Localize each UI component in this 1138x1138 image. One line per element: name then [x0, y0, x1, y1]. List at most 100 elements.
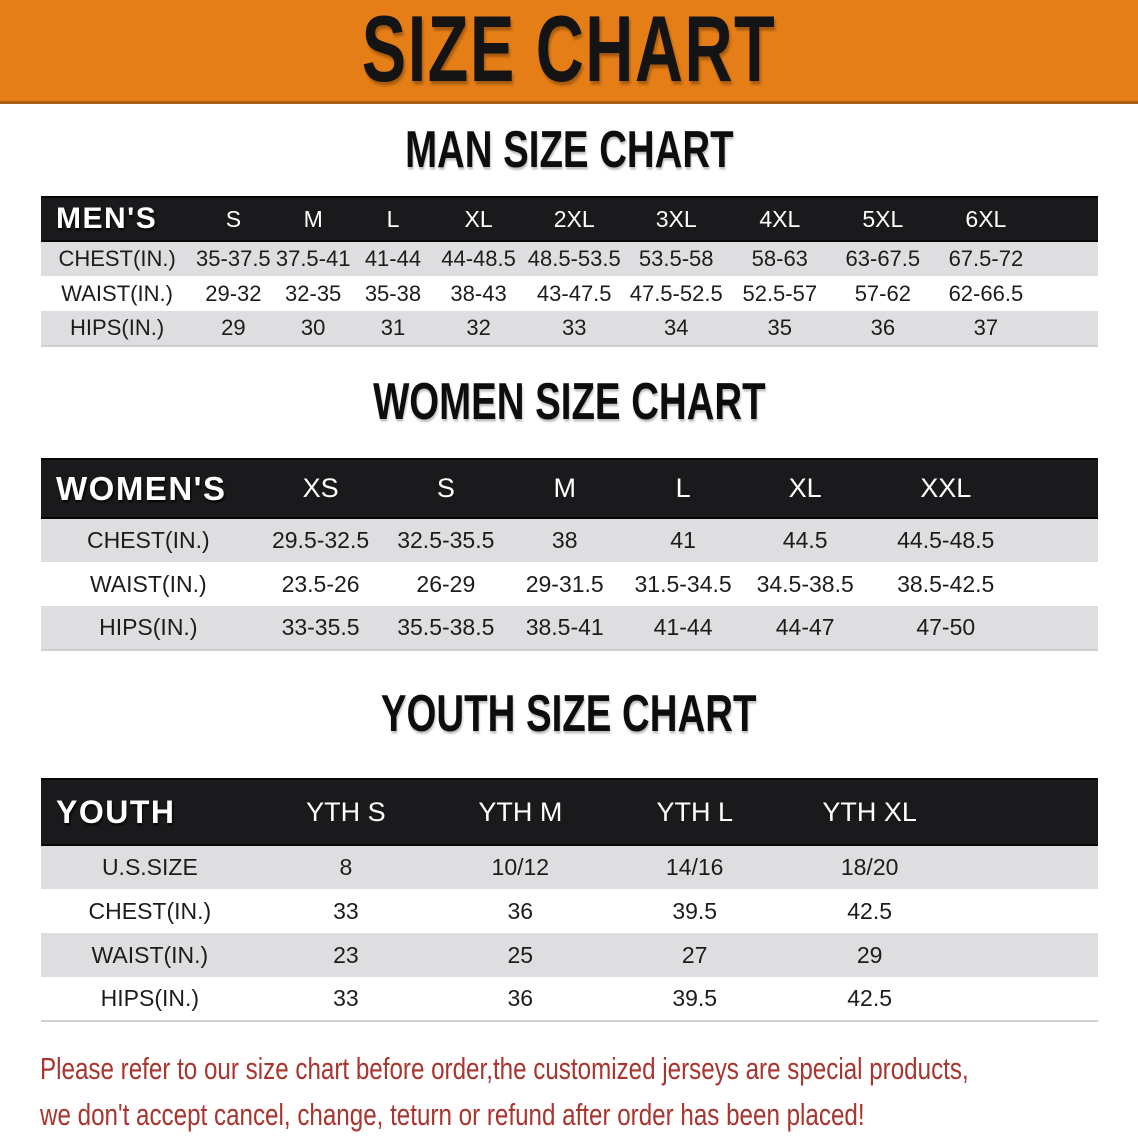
men-row-waist-in.-: WAIST(IN.) 29-32 32-35 35-38 38-43 43-47.5 47.…: [41, 276, 1098, 311]
banner: SIZE CHART: [0, 0, 1138, 104]
value-cell: 25: [433, 933, 608, 977]
value-cell: 27: [607, 933, 782, 977]
youth-row-hips-in.-: HIPS(IN.) 33 36 39.5 42.5: [41, 977, 1098, 1021]
spacer-cell: [957, 977, 1098, 1021]
column-header-m: M: [273, 196, 353, 242]
value-cell: 32-35: [273, 276, 353, 311]
spacer-cell: [1037, 241, 1098, 276]
value-cell: 35-37.5: [193, 241, 274, 276]
youth-heading-wrap: YOUTH SIZE CHART: [0, 651, 1138, 778]
spacer-cell: [1037, 311, 1098, 346]
column-header-m: M: [506, 458, 624, 519]
row-label: CHEST(IN.): [41, 241, 194, 276]
value-cell: 38.5-41: [506, 606, 624, 650]
page-title: SIZE CHART: [361, 0, 777, 102]
value-cell: 57-62: [831, 276, 935, 311]
value-cell: 52.5-57: [728, 276, 832, 311]
youth-corner-label: YOUTH: [41, 778, 259, 846]
row-label: U.S.SIZE: [41, 845, 259, 889]
column-header-s: S: [385, 458, 507, 519]
men-row-chest-in.-: CHEST(IN.) 35-37.5 37.5-41 41-44 44-48.5 48.5…: [41, 241, 1098, 276]
value-cell: 31: [352, 311, 434, 346]
youth-row-waist-in.-: WAIST(IN.) 23 25 27 29: [41, 933, 1098, 977]
spacer-cell: [1037, 196, 1098, 242]
value-cell: 37.5-41: [273, 241, 353, 276]
men-section-heading: MAN SIZE CHART: [404, 121, 734, 179]
row-label: HIPS(IN.): [41, 311, 194, 346]
value-cell: 31.5-34.5: [623, 562, 743, 606]
value-cell: 29-31.5: [506, 562, 624, 606]
value-cell: 53.5-58: [624, 241, 728, 276]
value-cell: 44.5-48.5: [867, 518, 1024, 562]
men-row-hips-in.-: HIPS(IN.) 29 30 31 32 33 34 35 36 37: [41, 311, 1098, 346]
value-cell: 10/12: [433, 845, 608, 889]
value-cell: 33: [258, 977, 434, 1021]
value-cell: 35.5-38.5: [385, 606, 507, 650]
value-cell: 23.5-26: [255, 562, 386, 606]
value-cell: 48.5-53.5: [524, 241, 625, 276]
women-row-chest-in.-: CHEST(IN.) 29.5-32.5 32.5-35.5 38 41 44.5 44.5…: [41, 518, 1098, 562]
spacer-cell: [1023, 562, 1098, 606]
spacer-cell: [957, 933, 1098, 977]
spacer-cell: [1023, 518, 1098, 562]
men-header-row: MEN'S S M L XL 2XL 3XL 4XL 5XL 6XL: [41, 196, 1098, 242]
value-cell: 38.5-42.5: [867, 562, 1024, 606]
row-label: HIPS(IN.): [41, 606, 256, 650]
column-header-xxl: XXL: [867, 458, 1024, 519]
charts-container: MAN SIZE CHART MEN'S S M L XL 2XL 3XL 4XL 5XL 6XL C…: [0, 104, 1138, 1022]
value-cell: 36: [433, 977, 608, 1021]
column-header-xs: XS: [255, 458, 386, 519]
women-size-table: WOMEN'S XS S M L XL XXL CHEST(IN.) 29.5-32.5 32.5…: [41, 458, 1098, 651]
spacer-cell: [1023, 458, 1098, 519]
women-row-hips-in.-: HIPS(IN.) 33-35.5 35.5-38.5 38.5-41 41-44 44-…: [41, 606, 1098, 650]
row-label: CHEST(IN.): [41, 518, 256, 562]
value-cell: 41: [623, 518, 743, 562]
column-header-s: S: [193, 196, 274, 242]
column-header-xl: XL: [433, 196, 525, 242]
column-header-6xl: 6XL: [934, 196, 1038, 242]
value-cell: 41-44: [352, 241, 434, 276]
value-cell: 33: [258, 889, 434, 933]
row-label: WAIST(IN.): [41, 276, 194, 311]
value-cell: 18/20: [781, 845, 958, 889]
value-cell: 44-47: [742, 606, 868, 650]
value-cell: 8: [258, 845, 434, 889]
women-heading-wrap: WOMEN SIZE CHART: [0, 347, 1138, 458]
value-cell: 29: [193, 311, 274, 346]
value-cell: 36: [831, 311, 935, 346]
men-corner-label: MEN'S: [41, 196, 194, 242]
value-cell: 39.5: [607, 977, 782, 1021]
women-corner-label: WOMEN'S: [41, 458, 256, 519]
women-size-chart-section: WOMEN SIZE CHART WOMEN'S XS S M L XL XXL CHEST(I…: [0, 347, 1138, 651]
value-cell: 41-44: [623, 606, 743, 650]
value-cell: 29.5-32.5: [255, 518, 386, 562]
column-header-5xl: 5XL: [831, 196, 935, 242]
row-label: WAIST(IN.): [41, 562, 256, 606]
column-header-yth-m: YTH M: [433, 778, 608, 846]
spacer-cell: [957, 889, 1098, 933]
row-label: WAIST(IN.): [41, 933, 259, 977]
youth-size-table: YOUTH YTH S YTH M YTH L YTH XL U.S.SIZE 8 10/12…: [41, 778, 1098, 1022]
women-row-waist-in.-: WAIST(IN.) 23.5-26 26-29 29-31.5 31.5-34.5 34…: [41, 562, 1098, 606]
value-cell: 36: [433, 889, 608, 933]
column-header-l: L: [352, 196, 434, 242]
value-cell: 62-66.5: [934, 276, 1038, 311]
value-cell: 35: [728, 311, 832, 346]
value-cell: 67.5-72: [934, 241, 1038, 276]
row-label: HIPS(IN.): [41, 977, 259, 1021]
disclaimer: Please refer to our size chart before or…: [40, 1046, 1138, 1138]
spacer-cell: [1023, 606, 1098, 650]
spacer-cell: [957, 845, 1098, 889]
value-cell: 30: [273, 311, 353, 346]
value-cell: 58-63: [728, 241, 832, 276]
value-cell: 32.5-35.5: [385, 518, 507, 562]
value-cell: 35-38: [352, 276, 434, 311]
value-cell: 38: [506, 518, 624, 562]
men-heading-wrap: MAN SIZE CHART: [0, 104, 1138, 196]
women-section-heading: WOMEN SIZE CHART: [372, 373, 766, 432]
value-cell: 14/16: [607, 845, 782, 889]
value-cell: 29: [781, 933, 958, 977]
disclaimer-line-1: Please refer to our size chart before or…: [40, 1051, 969, 1086]
value-cell: 42.5: [781, 977, 958, 1021]
